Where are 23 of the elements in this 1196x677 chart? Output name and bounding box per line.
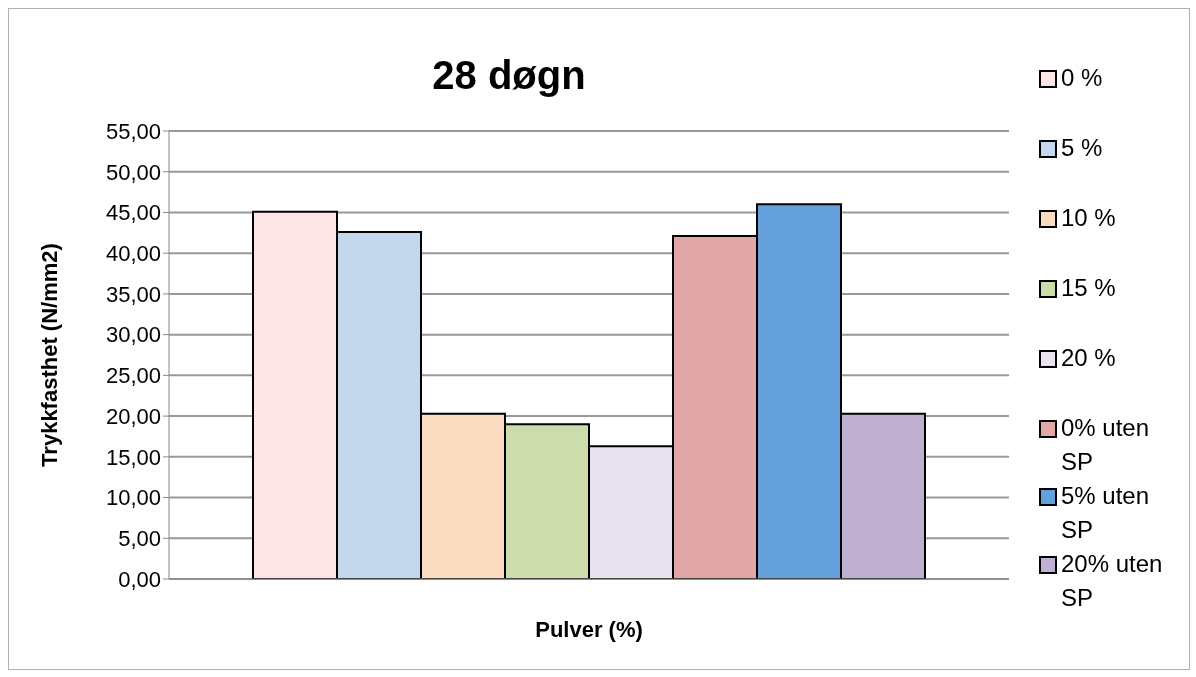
y-tick-label: 35,00 [105,281,161,307]
y-tick-label: 20,00 [105,403,161,429]
y-tick-label: 25,00 [105,363,161,389]
legend-label: 20 % [1061,343,1117,373]
y-tick-label: 0,00 [118,566,161,592]
legend-label: 10 % [1061,203,1117,233]
y-tick-label: 10,00 [105,485,161,511]
x-axis-title: Pulver (%) [535,617,643,642]
y-tick-label: 30,00 [105,322,161,348]
legend-label: 20% uten SP [1061,549,1164,613]
y-tick-label: 55,00 [105,118,161,144]
legend-label: 15 % [1061,273,1117,303]
legend-label: 0% uten SP [1061,413,1151,477]
legend-label: 5% uten SP [1061,481,1151,545]
y-tick-label: 5,00 [118,526,161,552]
legend-label: 5 % [1061,133,1104,163]
y-axis-title: Trykkfasthet (N/mm2) [36,243,62,467]
y-tick-label: 50,00 [105,159,161,185]
legend-label: 0 % [1061,63,1104,93]
y-tick-label: 40,00 [105,240,161,266]
y-tick-label: 45,00 [105,200,161,226]
chart-title: 28 døgn [431,53,587,98]
y-tick-label: 15,00 [105,444,161,470]
